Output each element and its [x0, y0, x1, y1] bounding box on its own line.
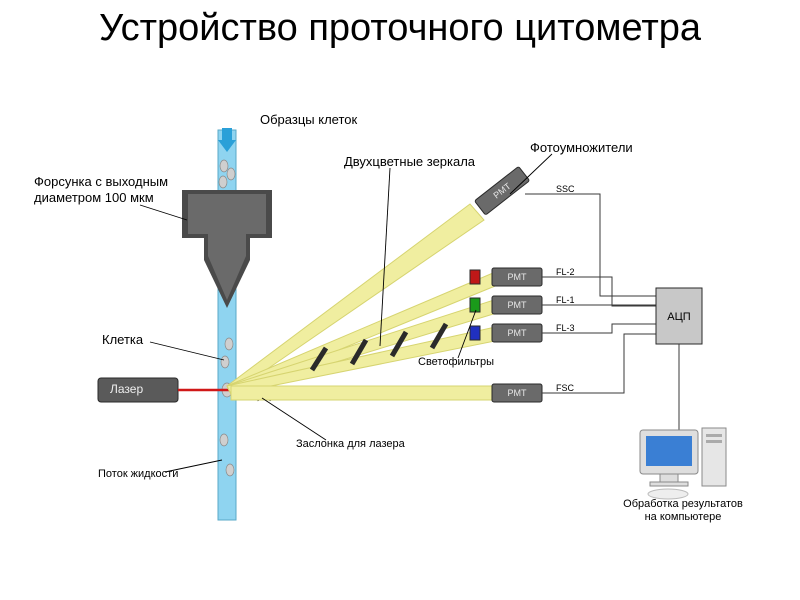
svg-text:АЦП: АЦП [667, 311, 690, 323]
label-cell: Клетка [102, 332, 143, 347]
diagram: PMT PMT PMT PMT PMT SSC FL-2 FL-1 FL-3 F… [0, 110, 800, 600]
label-shutter: Заслонка для лазера [296, 438, 405, 450]
svg-text:FL-2: FL-2 [556, 267, 575, 277]
label-computer: Обработка результатовна компьютере [608, 498, 758, 524]
label-samples: Образцы клеток [260, 112, 357, 127]
svg-text:PMT: PMT [508, 272, 528, 282]
page-title: Устройство проточного цитометра [0, 0, 800, 50]
label-filters: Светофильтры [418, 356, 494, 368]
svg-text:PMT: PMT [508, 388, 528, 398]
svg-text:SSC: SSC [556, 184, 575, 194]
wires [525, 194, 656, 393]
svg-text:FL-1: FL-1 [556, 295, 575, 305]
label-laser: Лазер [110, 382, 143, 396]
nozzle-icon [182, 190, 272, 308]
svg-text:PMT: PMT [508, 300, 528, 310]
svg-text:FL-3: FL-3 [556, 323, 575, 333]
computer-icon [640, 428, 726, 499]
label-pmts: Фотоумножители [530, 140, 633, 155]
svg-text:FSC: FSC [556, 383, 575, 393]
filters [470, 270, 480, 340]
svg-text:PMT: PMT [508, 328, 528, 338]
label-fluid: Поток жидкости [98, 468, 178, 480]
fluid-stream [218, 130, 236, 520]
label-mirrors: Двухцветные зеркала [344, 154, 475, 169]
label-nozzle: Форсунка с выходнымдиаметром 100 мкм [34, 174, 194, 205]
